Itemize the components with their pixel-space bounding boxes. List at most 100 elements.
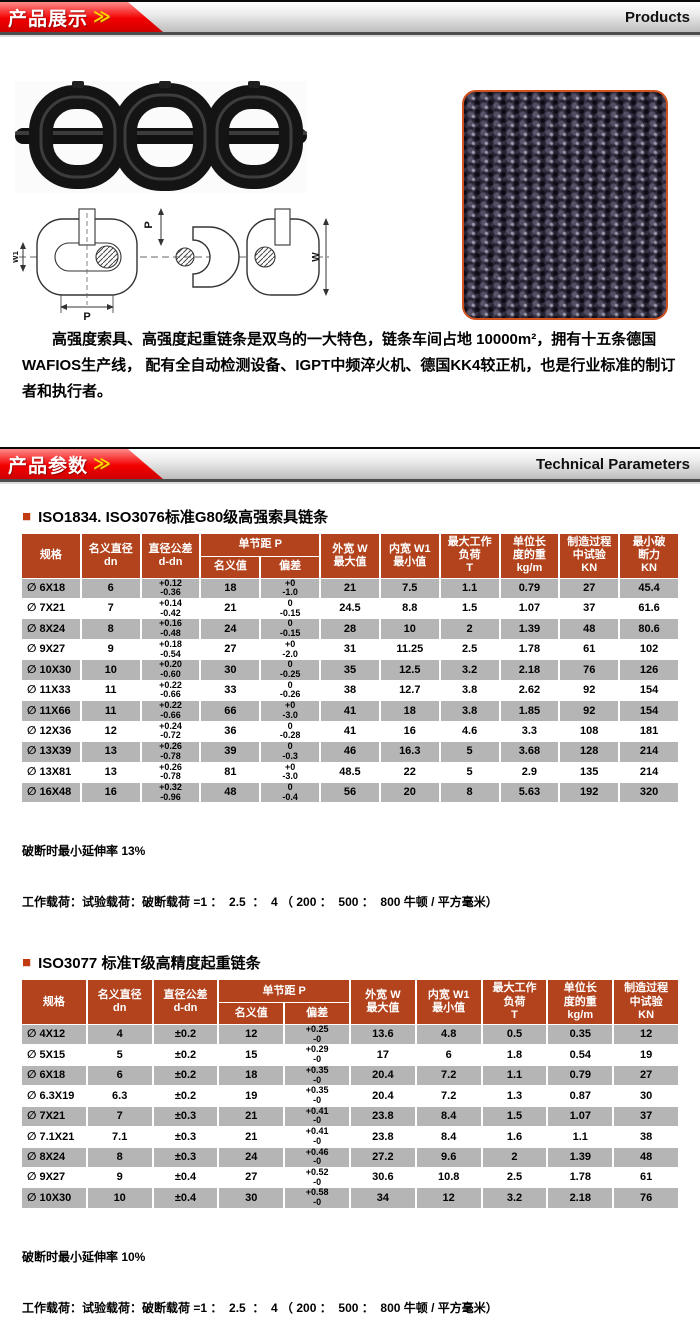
table-cell: 0.35 [548, 1024, 613, 1045]
g80-chain-table: 规格 名义直径 dn 直径公差 d-dn 单节距 P 外宽 W 最大值 内宽 W1 最小值… [20, 533, 680, 803]
table-cell: 11 [81, 701, 140, 721]
table-cell: ∅ 4X12 [22, 1024, 86, 1045]
table-row: ∅ 16X48 16 +0.32 -0.96 48 0 -0.4 56 20 8 5.63 192… [22, 782, 678, 803]
section-gap [0, 405, 700, 447]
column-header: 最小破 断力 KN [620, 534, 678, 578]
table-cell: 1.6 [482, 1127, 547, 1147]
table-cell: 154 [620, 701, 678, 721]
table-cell: +0.29 -0 [285, 1045, 349, 1065]
column-subheader: 偏差 [261, 556, 320, 578]
table-cell: +0.41 -0 [285, 1106, 349, 1127]
table2-title-text: ISO3077 标准T级高精度起重链条 [38, 955, 261, 973]
table-cell: 0 -0.3 [261, 742, 320, 762]
table-cell: ±0.4 [153, 1188, 218, 1208]
table-cell: 8 [440, 782, 499, 803]
table-cell: 37 [560, 599, 619, 619]
table-cell: 1.85 [500, 701, 559, 721]
table-cell: 12 [614, 1024, 678, 1045]
table-cell: 13 [81, 762, 140, 782]
table-cell: 12 [219, 1024, 284, 1045]
table-cell: ±0.3 [153, 1106, 218, 1127]
table-cell: 30 [201, 660, 260, 680]
table-cell: 1.8 [482, 1045, 547, 1065]
table-cell: 23.8 [350, 1106, 415, 1127]
table-cell: +0.26 -0.78 [141, 762, 200, 782]
table-cell: 2.9 [500, 762, 559, 782]
table-cell: +0.18 -0.54 [141, 639, 200, 660]
table-cell: ∅ 11X33 [22, 680, 80, 701]
table-cell: ∅ 6X18 [22, 578, 80, 598]
table-cell: 10.8 [416, 1168, 481, 1188]
table-cell: 15 [219, 1045, 284, 1065]
banner-parameters: 产品参数 ≫ Technical Parameters [0, 447, 700, 482]
column-subheader: 名义值 [201, 556, 260, 578]
table-cell: 2.62 [500, 680, 559, 701]
table-cell: 2 [440, 619, 499, 639]
table-cell: 214 [620, 762, 678, 782]
table-row: ∅ 7X21 7 ±0.3 21 +0.41 -0 23.8 8.4 1.5 1.07 37 [22, 1106, 678, 1127]
table-cell: +0.14 -0.42 [141, 599, 200, 619]
table-row: ∅ 8X24 8 ±0.3 24 +0.46 -0 27.2 9.6 2 1.39 48 [22, 1147, 678, 1167]
table-cell: 4.6 [440, 721, 499, 742]
banner-title-en: Technical Parameters [536, 455, 690, 473]
table-cell: 0.79 [500, 578, 559, 598]
table-cell: 13 [81, 742, 140, 762]
table-cell: 1.1 [440, 578, 499, 598]
dim-label-outer-width: W [311, 252, 322, 262]
diagram-right-link [246, 208, 320, 296]
table-cell: 12.7 [380, 680, 439, 701]
column-header: 制造过程 中试验 KN [614, 980, 678, 1024]
table-cell: 6 [416, 1045, 481, 1065]
table-cell: 3.3 [500, 721, 559, 742]
table-row: ∅ 6.3X19 6.3 ±0.2 19 +0.35 -0 20.4 7.2 1.3 0.87 3… [22, 1086, 678, 1106]
column-header: 外宽 W 最大值 [321, 534, 379, 578]
table1-notes: 破断时最小延伸率 13% 工作载荷：试验载荷：破断载荷 =1 ： 2.5 ： 4… [22, 809, 700, 928]
table-cell: 154 [620, 680, 678, 701]
table-row: ∅ 13X81 13 +0.26 -0.78 81 +0 -3.0 48.5 22 5 2.9 1… [22, 762, 678, 782]
table-cell: +0 -2.0 [261, 639, 320, 660]
table-row: ∅ 6X18 6 ±0.2 18 +0.35 -0 20.4 7.2 1.1 0.79 27 [22, 1065, 678, 1086]
table-cell: 20 [380, 782, 439, 803]
table-row: ∅ 6X18 6 +0.12 -0.36 18 +0 -1.0 21 7.5 1.1 0.79 2… [22, 578, 678, 598]
table1-title: ■ ISO1834. ISO3076标准G80级高强索具链条 [22, 506, 700, 527]
table-cell: 10 [380, 619, 439, 639]
table-row: ∅ 11X33 11 +0.22 -0.66 33 0 -0.26 38 12.7 3.8 2.… [22, 680, 678, 701]
table1-title-text: ISO1834. ISO3076标准G80级高强索具链条 [38, 509, 329, 526]
table-cell: 27.2 [350, 1147, 415, 1167]
table-cell: 1.39 [500, 619, 559, 639]
table-cell: ±0.4 [153, 1168, 218, 1188]
table-cell: 5 [440, 762, 499, 782]
table-cell: +0.26 -0.78 [141, 742, 200, 762]
table-cell: 21 [219, 1106, 284, 1127]
column-header: 单位长 度的重 kg/m [500, 534, 559, 578]
table-cell: +0.20 -0.60 [141, 660, 200, 680]
column-header: 直径公差 d-dn [153, 980, 218, 1024]
table-cell: 76 [614, 1188, 678, 1208]
table-cell: 2.5 [440, 639, 499, 660]
table-cell: 24.5 [321, 599, 379, 619]
table-cell: ±0.2 [153, 1024, 218, 1045]
table-cell: 19 [614, 1045, 678, 1065]
table-cell: 4.8 [416, 1024, 481, 1045]
table-cell: 7 [81, 599, 140, 619]
table-row: ∅ 11X66 11 +0.22 -0.66 66 +0 -3.0 41 18 3.8 1.85… [22, 701, 678, 721]
diagram-middle-link [175, 226, 240, 288]
table-cell: 7.5 [380, 578, 439, 598]
table-cell: +0.24 -0.72 [141, 721, 200, 742]
table-cell: 19 [219, 1086, 284, 1106]
table-cell: 22 [380, 762, 439, 782]
table-cell: 2.18 [548, 1188, 613, 1208]
table-cell: 11 [81, 680, 140, 701]
table-cell: 0.54 [548, 1045, 613, 1065]
table-cell: ∅ 6.3X19 [22, 1086, 86, 1106]
table-cell: 7 [87, 1106, 152, 1127]
weld-nubs [72, 81, 260, 88]
banner-red-flag: 产品展示 ≫ [0, 2, 163, 32]
table-cell: 38 [614, 1127, 678, 1147]
dim-label-inner-width: W1 [13, 250, 20, 263]
table-cell: 10 [87, 1188, 152, 1208]
table-cell: 36 [201, 721, 260, 742]
table-row: ∅ 10X30 10 +0.20 -0.60 30 0 -0.25 35 12.5 3.2 2.… [22, 660, 678, 680]
table-cell: 61 [560, 639, 619, 660]
table-cell: 48.5 [321, 762, 379, 782]
